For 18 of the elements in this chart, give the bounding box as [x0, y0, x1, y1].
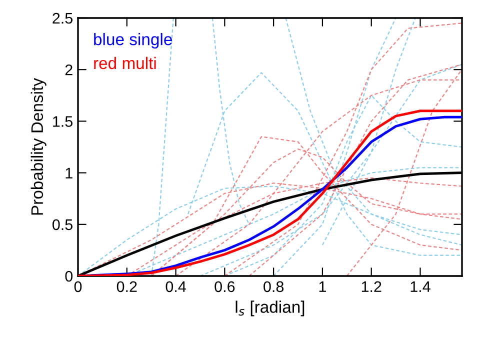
y-axis-title: Probability Density: [30, 78, 46, 215]
x-tick-label: 0.8: [264, 281, 284, 292]
x-tick-label: 0.4: [166, 281, 186, 292]
x-axis-title: l$_{s}$ [radian]: [236, 300, 304, 316]
y-tick-label: 2: [65, 64, 72, 76]
x-tick-label: 0: [74, 281, 82, 292]
y-tick-label: 1.5: [53, 116, 72, 127]
text: blue single: [94, 33, 172, 49]
x-tick-label: 0.2: [116, 281, 137, 292]
x-tick-label: 1: [319, 281, 326, 292]
y-tick-label: 1: [66, 168, 72, 178]
y-tick-label: 0.5: [52, 219, 72, 230]
y-tick-label: 2.5: [52, 12, 72, 24]
x-tick-label: 1.4: [410, 281, 430, 292]
y-tick-label: 0: [65, 270, 73, 282]
text: red multi: [94, 56, 156, 70]
x-tick-label: 0.6: [214, 281, 235, 292]
x-tick-label: 1.2: [362, 281, 382, 292]
